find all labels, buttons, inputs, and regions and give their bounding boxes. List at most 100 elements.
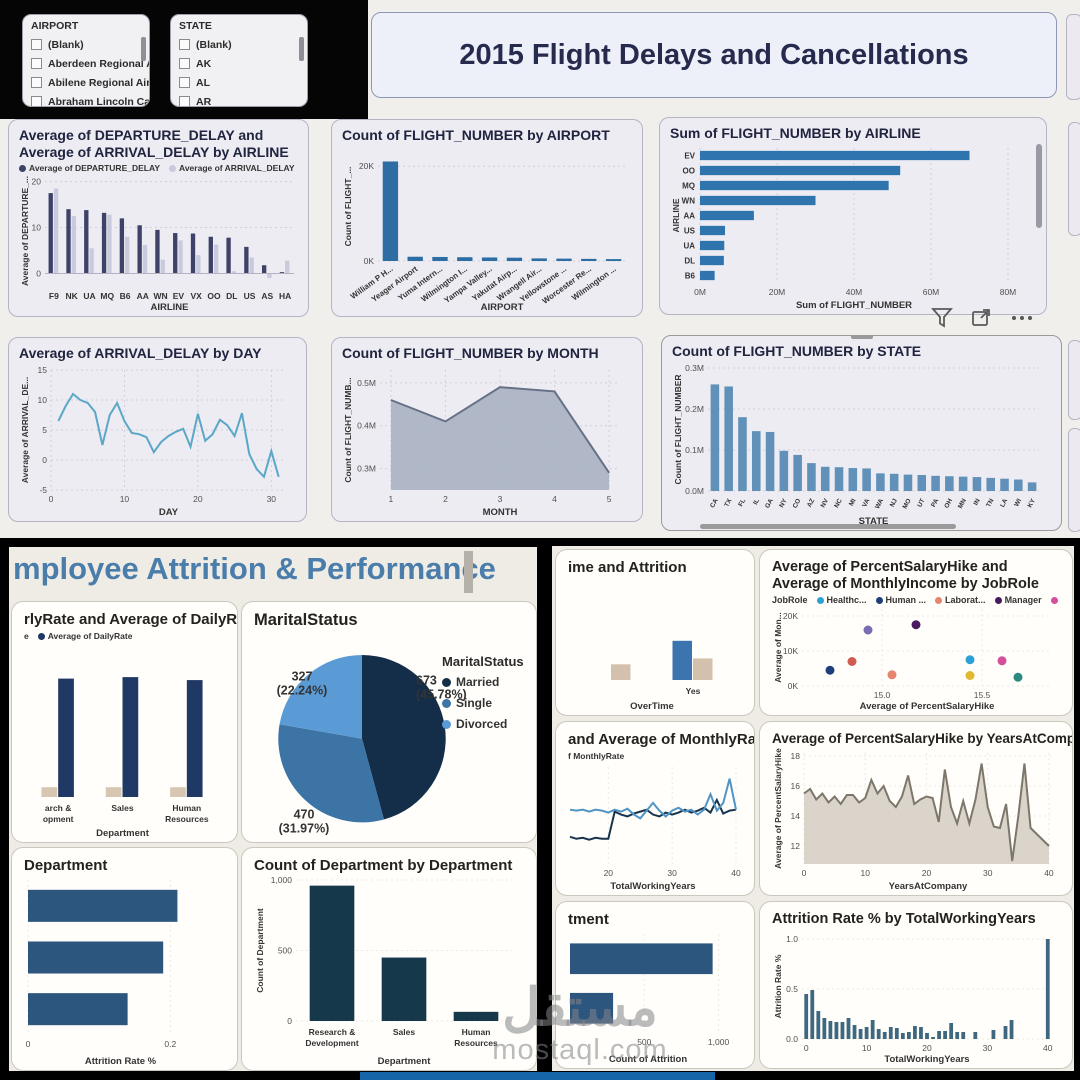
svg-text:15.0: 15.0 (874, 690, 891, 700)
svg-text:arch &opment: arch & opment (43, 803, 74, 824)
chart-title: Count of Department by Department (254, 857, 513, 874)
pie-legend: MaritalStatus Married Single Divorced (442, 654, 534, 738)
checkbox-icon[interactable] (179, 58, 190, 69)
svg-text:20K: 20K (783, 611, 798, 621)
card-salary-income-scatter[interactable]: Average of PercentSalaryHike and Average… (759, 549, 1073, 716)
airport-slicer[interactable]: AIRPORT (Blank)Aberdeen Regional Air...A… (22, 14, 150, 107)
card-department-count[interactable]: Count of Department by Department 0 500 1,… (241, 847, 537, 1071)
svg-text:Average of ARRIVAL_DE...: Average of ARRIVAL_DE... (20, 376, 30, 482)
card-flights-by-state[interactable]: Count of FLIGHT_NUMBER by STATE 0.0M 0.1M… (661, 335, 1062, 531)
selection-handle[interactable] (1048, 517, 1061, 530)
svg-text:WN: WN (682, 196, 696, 205)
horizontal-scrollbar[interactable] (700, 524, 956, 529)
flights-by-state-chart: 0.0M 0.1M 0.2M 0.3M CA TX FL IL GA NY CO AZ NV NC MI VA… (672, 360, 1051, 527)
filter-icon[interactable] (930, 306, 954, 330)
svg-text:Average of PercentSalaryHike: Average of PercentSalaryHike (860, 701, 995, 712)
chart-title: rlyRate and Average of DailyRate (24, 611, 238, 628)
svg-text:Yes: Yes (686, 686, 701, 696)
checkbox-icon[interactable] (31, 96, 42, 106)
svg-text:Count of Attrition: Count of Attrition (609, 1054, 687, 1065)
svg-text:Attrition Rate %: Attrition Rate % (85, 1056, 157, 1067)
svg-text:12: 12 (791, 841, 801, 851)
hourly_daily-svg: arch & opment Sales Human Resources Departmen… (41, 677, 209, 839)
selection-handle[interactable] (850, 336, 873, 339)
svg-text:80M: 80M (1000, 287, 1017, 297)
flights-by-airline-chart: 0M 20M 40M 60M 80M EV OO MQ WN AA US UA DL B6 Sum of F… (670, 142, 1036, 311)
attrition-count-dept-chart: 500 1,000 Count of Attrition (568, 928, 742, 1065)
svg-text:1: 1 (389, 494, 394, 504)
card-salaryhike-by-years[interactable]: Average of PercentSalaryHike by YearsAtC… (759, 721, 1073, 896)
card-flights-by-airline[interactable]: Sum of FLIGHT_NUMBER by AIRLINE 0M 20M 40M… (659, 117, 1047, 315)
svg-text:10: 10 (862, 1043, 872, 1053)
slicer-item[interactable]: Abraham Lincoln Capi... (31, 92, 149, 106)
slicer-item[interactable]: (Blank) (31, 35, 141, 54)
chart-title: Average of ARRIVAL_DELAY by DAY (19, 345, 262, 361)
monthly-rate-line-chart: 20 30 40 TotalWorkingYears (568, 761, 742, 892)
svg-text:US: US (244, 291, 256, 301)
card-hourly-daily-rate[interactable]: rlyRate and Average of DailyRate e Averag… (11, 601, 238, 843)
overtime-attrition-chart: Yes OverTime (568, 576, 742, 712)
marital_pie-svg: 673 (45.78%) 470 (31.97%) 327 (22.24%) (277, 654, 467, 836)
svg-text:Count of Department: Count of Department (255, 908, 265, 993)
svg-text:0: 0 (42, 455, 47, 465)
selection-handle[interactable] (662, 336, 675, 349)
card-flights-by-airport[interactable]: Count of FLIGHT_NUMBER by AIRPORT 0K 20K W… (331, 119, 643, 317)
slicer-item[interactable]: AK (179, 54, 299, 73)
slicer-item[interactable]: (Blank) (179, 35, 299, 54)
slicer-scrollbar[interactable] (141, 37, 146, 61)
svg-text:B6: B6 (685, 271, 696, 280)
checkbox-icon[interactable] (31, 77, 42, 88)
slicer-item[interactable]: Abilene Regional Airp... (31, 73, 149, 92)
card-flights-by-month[interactable]: Count of FLIGHT_NUMBER by MONTH 0.3M 0.4M… (331, 337, 643, 522)
svg-text:0K: 0K (788, 681, 799, 691)
focus-mode-icon[interactable] (970, 306, 994, 330)
vertical-scrollbar[interactable] (1036, 144, 1042, 228)
legend-entry: Average of ARRIVAL_DELAY (169, 163, 295, 173)
avg-delay-by-airline-chart: 0 10 20 F9 NK UA MQ B6 AA WN EV VX OO DL US AS HA AIRLINE… (19, 173, 298, 313)
slicer-title: AIRPORT (31, 20, 79, 32)
slicer-item[interactable]: AL (179, 73, 299, 92)
svg-text:1,000: 1,000 (708, 1037, 730, 1047)
svg-text:PA: PA (930, 497, 940, 508)
slicer-scrollbar[interactable] (299, 37, 304, 61)
selection-handle[interactable] (1048, 336, 1061, 349)
checkbox-icon[interactable] (179, 96, 190, 106)
card-avg-delay-by-airline[interactable]: Average of DEPARTURE_DELAY and Average o… (8, 119, 309, 317)
card-overtime-attrition[interactable]: ime and Attrition Yes OverTime (555, 549, 755, 716)
checkbox-icon[interactable] (179, 77, 190, 88)
svg-text:0.0M: 0.0M (685, 486, 704, 496)
card-marital-status[interactable]: MaritalStatus 673 (45.78%) 470 (31.97%) 327(… (241, 601, 537, 843)
card-attrition-count-dept[interactable]: tment 500 1,000 Count of Attrition (555, 901, 755, 1069)
svg-text:20K: 20K (359, 161, 374, 171)
svg-text:UT: UT (916, 497, 926, 508)
checkbox-icon[interactable] (179, 39, 190, 50)
svg-text:AIRPORT: AIRPORT (481, 302, 524, 313)
svg-text:673(45.78%): 673 (45.78%) (416, 674, 467, 702)
card-attrition-by-department[interactable]: Department 0 0.2 Attrition Rate % (11, 847, 238, 1071)
slicer-item[interactable]: Aberdeen Regional Air... (31, 54, 149, 73)
svg-text:AS: AS (261, 291, 273, 301)
chart-legend: JobRole Healthc... Human ... Laborat... Mana… (772, 595, 1060, 605)
salary-income-scatter-chart: 0K 10K 20K 15.0 15.5 Average of PercentSalary… (772, 605, 1060, 712)
card-attrition-by-workingyears[interactable]: Attrition Rate % by TotalWorkingYears 0.… (759, 901, 1073, 1069)
salary_years-svg: 12 14 16 18 0 10 20 30 40 YearsAtCompany Average o… (773, 747, 1054, 891)
state-slicer[interactable]: STATE (Blank) AK AL AR (170, 14, 308, 107)
salaryhike-by-years-chart: 12 14 16 18 0 10 20 30 40 YearsAtCompany Average o… (772, 747, 1060, 892)
svg-text:500: 500 (637, 1037, 651, 1047)
svg-text:VA: VA (861, 497, 871, 508)
dept_count-svg: 0 500 1,000 Research & Development Sales Human… (255, 875, 512, 1067)
card-monthly-rate-line[interactable]: and Average of MonthlyRate by f MonthlyR… (555, 721, 755, 896)
more-options-icon[interactable] (1010, 306, 1034, 330)
selection-handle[interactable] (662, 517, 675, 530)
svg-text:NV: NV (820, 497, 831, 509)
checkbox-icon[interactable] (31, 39, 42, 50)
checkbox-icon[interactable] (31, 58, 42, 69)
svg-text:AIRLINE: AIRLINE (151, 302, 189, 313)
svg-text:500: 500 (278, 946, 292, 956)
card-arrival-delay-by-day[interactable]: Average of ARRIVAL_DELAY by DAY -5 0 5 10 15… (8, 337, 307, 522)
slicer-item[interactable]: AR (179, 92, 299, 106)
legend-entry: Laborat... (935, 595, 986, 605)
svg-text:NK: NK (66, 291, 79, 301)
svg-text:30: 30 (983, 868, 993, 878)
